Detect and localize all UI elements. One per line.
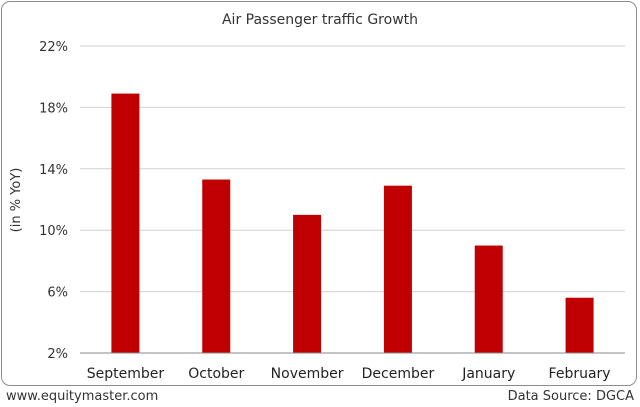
bar-december: [383, 185, 412, 353]
y-axis-label: (in % YoY): [9, 168, 24, 233]
bar-february: [565, 297, 594, 353]
x-tick-label: October: [188, 366, 244, 382]
y-tick-label: 2%: [47, 347, 68, 362]
footer-source-site: www.equitymaster.com: [6, 389, 159, 404]
bars: [111, 93, 594, 354]
y-tick-label: 6%: [47, 286, 68, 301]
y-tick-label: 10%: [39, 224, 68, 239]
y-tick-label: 14%: [39, 163, 68, 178]
bar-january: [474, 245, 503, 353]
x-tick-label: November: [271, 366, 344, 382]
x-tick-label: December: [362, 366, 435, 382]
x-axis-ticks: September October November December January F…: [87, 366, 611, 382]
x-tick-label: September: [87, 366, 165, 382]
gridlines: [80, 45, 625, 293]
footer-data-source: Data Source: DGCA: [507, 389, 634, 404]
x-tick-label: February: [549, 366, 611, 382]
bar-october: [202, 179, 231, 353]
y-tick-label: 22%: [39, 40, 68, 55]
x-tick-label: January: [461, 366, 515, 382]
bar-chart: Air Passenger traffic Growth (in % YoY) …: [9, 12, 625, 382]
y-axis-ticks: 2% 6% 10% 14% 18% 22%: [39, 40, 68, 362]
bar-september: [111, 93, 140, 354]
bar-november: [293, 214, 322, 353]
y-tick-label: 18%: [39, 101, 68, 116]
chart-title: Air Passenger traffic Growth: [222, 12, 418, 28]
